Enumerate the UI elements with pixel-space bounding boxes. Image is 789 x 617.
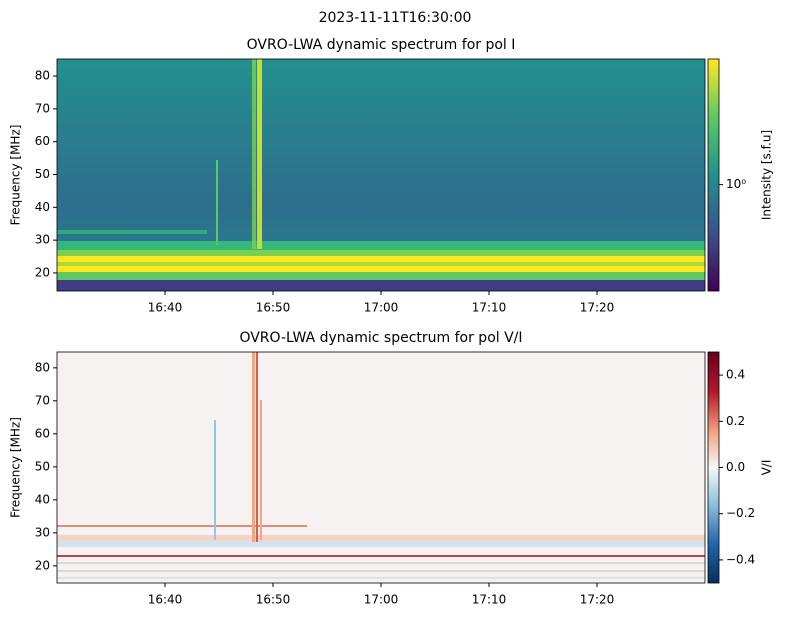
x-tick-label: 16:50 (256, 593, 291, 607)
x-tick-label: 17:00 (364, 301, 399, 315)
y-tick-label: 30 (35, 525, 50, 539)
y-tick-label: 30 (35, 233, 50, 247)
x-tick-label: 17:10 (472, 593, 507, 607)
colorbar-label: V/I (760, 460, 774, 476)
figure-title: 2023-11-11T16:30:00 (319, 10, 472, 26)
x-tick-label: 17:00 (364, 593, 399, 607)
y-tick-label: 20 (35, 265, 50, 279)
y-tick-label: 80 (35, 69, 50, 83)
x-tick-label: 16:40 (148, 301, 183, 315)
colorbar-label: Intensity [s.f.u] (760, 130, 774, 220)
y-axis-label: Frequency [MHz] (9, 125, 23, 226)
colorbar-tick-label: 0.2 (726, 414, 745, 428)
x-tick-label: 16:50 (256, 301, 291, 315)
y-tick-label: 40 (35, 492, 50, 506)
x-tick-label: 17:10 (472, 301, 507, 315)
y-tick-label: 40 (35, 200, 50, 214)
colorbar-tick-label: 10⁰ (726, 177, 746, 191)
x-tick-label: 17:20 (580, 301, 615, 315)
colorbar-tick-label: 0.4 (726, 368, 745, 382)
x-tick-label: 16:40 (148, 593, 183, 607)
axes-title: OVRO-LWA dynamic spectrum for pol V/I (239, 330, 522, 346)
spectrum-image (57, 352, 705, 583)
y-tick-label: 80 (35, 360, 50, 374)
colorbar (707, 351, 720, 584)
y-axis-label: Frequency [MHz] (9, 417, 23, 518)
spectrum-image (57, 59, 705, 291)
x-tick-label: 17:20 (580, 593, 615, 607)
colorbar-tick-label: 0.0 (726, 460, 745, 474)
colorbar-tick-label: −0.4 (726, 552, 755, 566)
y-tick-label: 50 (35, 167, 50, 181)
y-tick-label: 20 (35, 558, 50, 572)
y-tick-label: 60 (35, 134, 50, 148)
y-tick-label: 70 (35, 101, 50, 115)
axes-title: OVRO-LWA dynamic spectrum for pol I (247, 37, 516, 53)
colorbar (707, 58, 720, 292)
y-tick-label: 50 (35, 459, 50, 473)
y-tick-label: 60 (35, 426, 50, 440)
colorbar-tick-label: −0.2 (726, 506, 755, 520)
y-tick-label: 70 (35, 393, 50, 407)
